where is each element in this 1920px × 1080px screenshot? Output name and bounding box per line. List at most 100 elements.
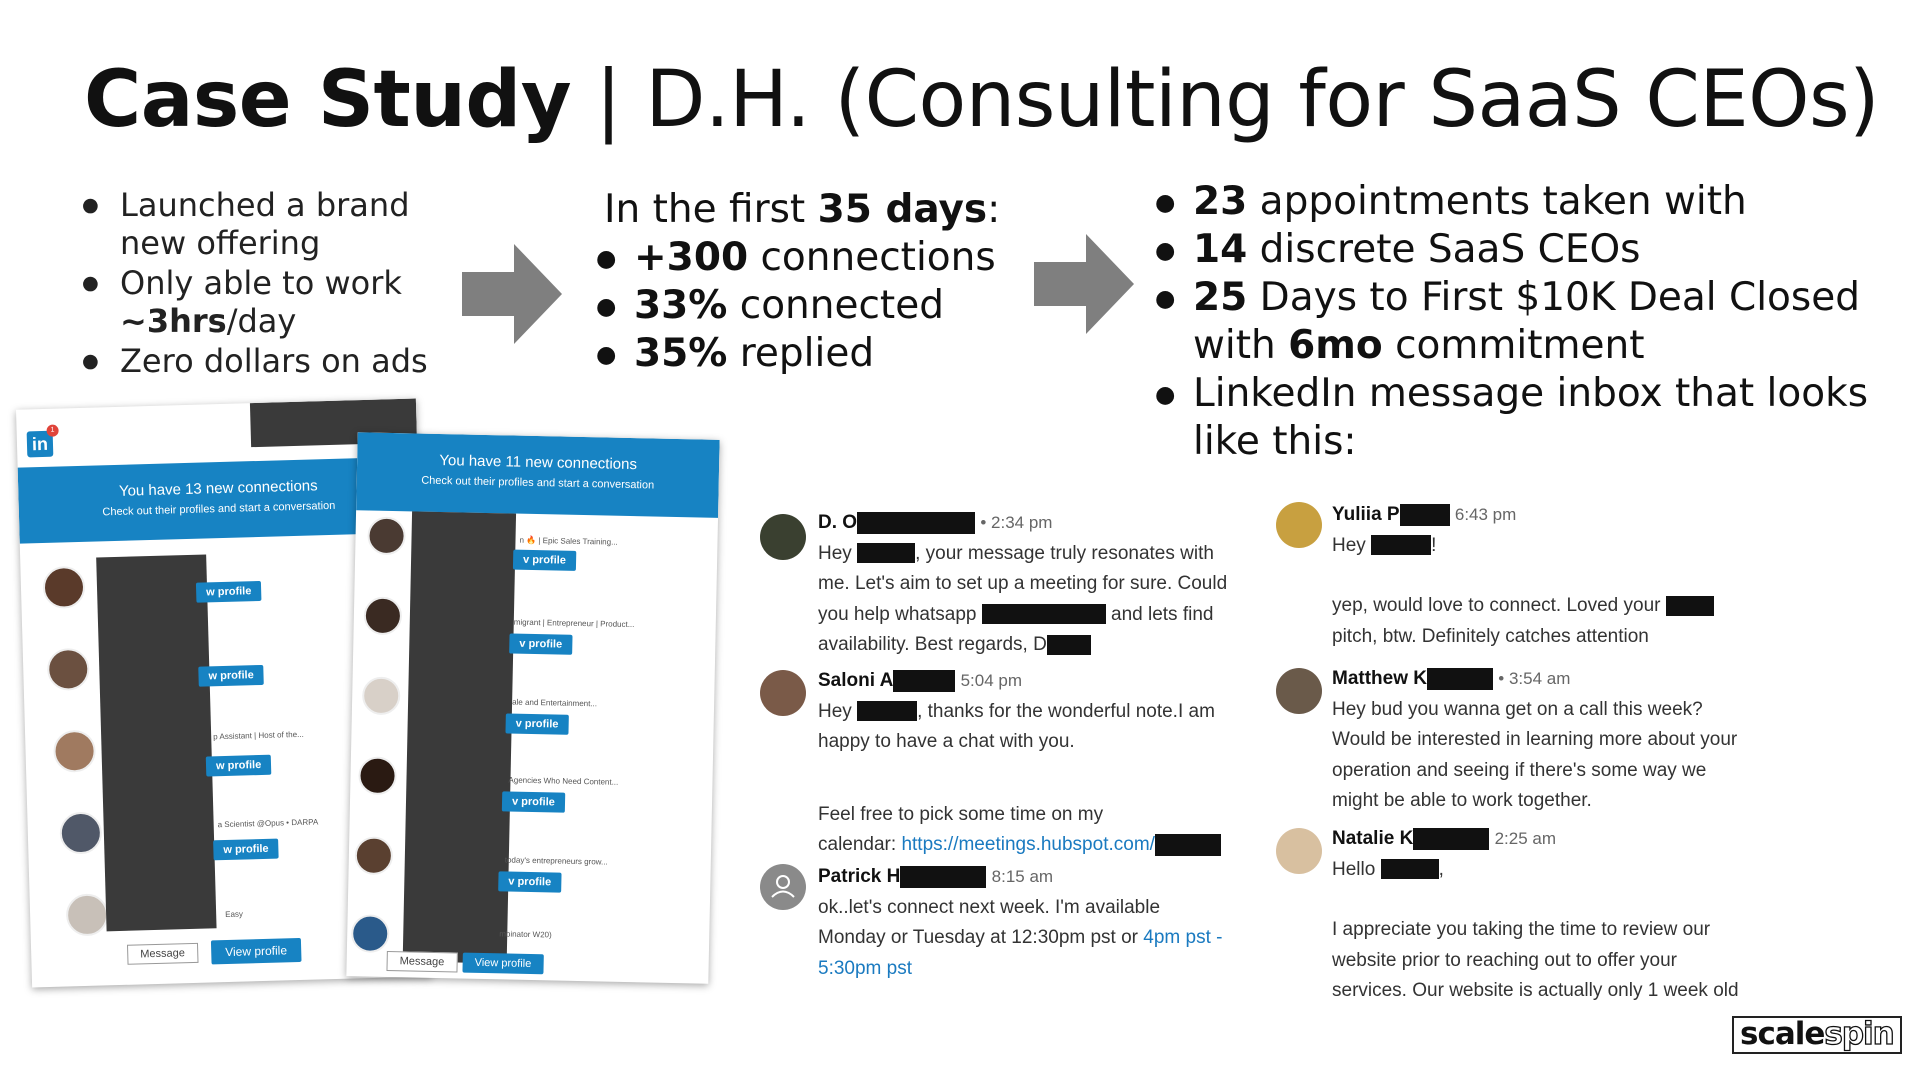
context-item: Only able to work ~3hrs/day xyxy=(82,264,462,340)
message-text: and lets find xyxy=(1105,603,1214,625)
result-text: replied xyxy=(727,331,875,376)
context-item: Zero dollars on ads xyxy=(82,342,462,380)
results-heading: In the first 35 days: xyxy=(596,186,1036,234)
message-button[interactable]: Message xyxy=(386,950,458,973)
logo-part: scale xyxy=(1740,1016,1825,1052)
profile-snippet: Easy xyxy=(225,909,244,920)
avatar xyxy=(42,565,86,610)
message-text: operation and seeing if there's some way… xyxy=(1332,759,1707,781)
redacted-name xyxy=(893,669,956,692)
context-text: /day xyxy=(226,302,297,340)
message-time: 8:15 am xyxy=(991,867,1054,886)
avatar xyxy=(361,676,401,716)
context-list: Launched a brand new offering Only able … xyxy=(82,186,462,382)
context-text: Launched a brand new offering xyxy=(120,186,410,262)
result-bold: 35% xyxy=(634,331,728,376)
heading-bold: 35 days xyxy=(817,187,988,232)
outcome-item: 25 Days to First $10K Deal Closed with 6… xyxy=(1155,274,1895,370)
view-profile-button[interactable]: w profile xyxy=(213,838,279,861)
redacted-text xyxy=(981,604,1106,625)
view-profile-button[interactable]: w profile xyxy=(195,580,262,603)
view-profile-button[interactable]: v profile xyxy=(509,633,573,655)
results-list: +300 connections 33% connected 35% repli… xyxy=(596,234,1036,378)
time-link[interactable]: 4pm pst - xyxy=(1143,927,1223,948)
avatar xyxy=(363,596,403,636)
logo-text: in xyxy=(31,433,49,455)
outcome-bold: 25 xyxy=(1193,275,1248,320)
context-text: Only able to work xyxy=(120,264,402,302)
avatar xyxy=(1276,502,1322,548)
time-link[interactable]: 5:30pm pst xyxy=(818,957,912,979)
message-text: ok..let's connect next week. I'm availab… xyxy=(818,896,1161,918)
sender-name: Saloni A xyxy=(818,670,894,691)
logo-part: spin xyxy=(1824,1016,1896,1052)
scalespin-logo: scalespin xyxy=(1732,1016,1902,1054)
message-thread: Yuliia P 6:43 pm Hey ! yep, would love t… xyxy=(1332,500,1772,652)
message-text: Monday or Tuesday at 12:30pm pst or xyxy=(818,927,1144,948)
message-text: yep, would love to connect. Loved your xyxy=(1332,595,1666,616)
avatar xyxy=(1276,828,1322,874)
outcome-item: 14 discrete SaaS CEOs xyxy=(1155,226,1895,274)
title-bold: Case Study xyxy=(84,55,572,145)
message-text: Hey bud you wanna get on a call this wee… xyxy=(1332,698,1703,720)
profile-snippet: a Scientist @Opus • DARPA xyxy=(217,817,319,830)
badge-text: 1 xyxy=(50,426,55,434)
message-thread: D. O • 2:34 pm Hey , your message truly … xyxy=(818,508,1258,661)
view-profile-button[interactable]: v profile xyxy=(505,713,569,735)
avatar xyxy=(65,893,109,937)
result-text: connected xyxy=(727,283,944,328)
view-profile-button[interactable]: v profile xyxy=(501,791,566,813)
avatar xyxy=(350,914,390,954)
view-profile-button[interactable]: w profile xyxy=(205,754,272,777)
context-bold: ~3hrs xyxy=(120,302,227,340)
redacted-name xyxy=(1427,667,1493,690)
message-time: 2:25 am xyxy=(1494,829,1557,848)
page-title: Case Study | D.H. (Consulting for SaaS C… xyxy=(84,50,1880,150)
message-time: • 2:34 pm xyxy=(980,513,1053,532)
redacted-text xyxy=(1380,859,1439,880)
message-time: 6:43 pm xyxy=(1454,505,1517,524)
view-profile-button[interactable]: v profile xyxy=(498,871,562,893)
message-text: might be able to work together. xyxy=(1332,790,1592,811)
sender-name: Patrick H xyxy=(818,866,901,887)
outcome-text: LinkedIn message inbox that looks like t… xyxy=(1193,371,1869,464)
avatar xyxy=(52,729,97,773)
redacted-text xyxy=(1046,634,1091,655)
context-text: Zero dollars on ads xyxy=(120,342,428,380)
outcomes-list: 23 appointments taken with 14 discrete S… xyxy=(1155,178,1895,466)
context-item: Launched a brand new offering xyxy=(82,186,462,262)
message-text: Would be interested in learning more abo… xyxy=(1332,729,1738,750)
message-text: me. Let's aim to set up a meeting for su… xyxy=(818,573,1228,594)
user-placeholder-icon xyxy=(760,864,806,910)
result-bold: 33% xyxy=(634,283,728,328)
message-text: Hello xyxy=(1332,858,1381,880)
profile-snippet: today's entrepreneurs grow... xyxy=(504,855,608,867)
outcome-text: Days to First $10K Deal Closed with xyxy=(1193,275,1860,368)
outcome-text: commitment xyxy=(1382,323,1645,368)
avatar xyxy=(46,647,90,691)
calendar-link[interactable]: https://meetings.hubspot.com/ xyxy=(901,834,1155,855)
message-text: availability. Best regards, D xyxy=(818,634,1047,655)
message-text: Hey xyxy=(818,700,858,722)
message-button[interactable]: Message xyxy=(126,942,199,965)
email-banner: You have 11 new connections Check out th… xyxy=(356,432,720,518)
view-profile-button[interactable]: v profile xyxy=(512,549,577,571)
message-text: Hey xyxy=(1332,534,1372,556)
outcome-item: LinkedIn message inbox that looks like t… xyxy=(1155,370,1895,466)
banner-subtitle: Check out their profiles and start a con… xyxy=(421,474,655,492)
profile-snippet: mbinator W20) xyxy=(499,929,552,940)
view-profile-button[interactable]: View profile xyxy=(210,937,302,965)
title-rest: | D.H. (Consulting for SaaS CEOs) xyxy=(571,55,1880,145)
view-profile-button[interactable]: w profile xyxy=(198,664,265,687)
profile-snippet: ale and Entertainment... xyxy=(512,697,598,709)
avatar xyxy=(367,516,406,556)
redacted-name xyxy=(1413,827,1490,850)
right-arrow-icon xyxy=(462,244,562,344)
result-item: +300 connections xyxy=(596,234,1036,282)
view-profile-button[interactable]: View profile xyxy=(462,952,544,975)
heading-text: In the first xyxy=(604,187,818,232)
message-text: you help whatsapp xyxy=(818,603,982,625)
results-35-days: In the first 35 days: +300 connections 3… xyxy=(596,186,1036,378)
redacted-text xyxy=(857,701,918,722)
avatar xyxy=(354,836,394,876)
